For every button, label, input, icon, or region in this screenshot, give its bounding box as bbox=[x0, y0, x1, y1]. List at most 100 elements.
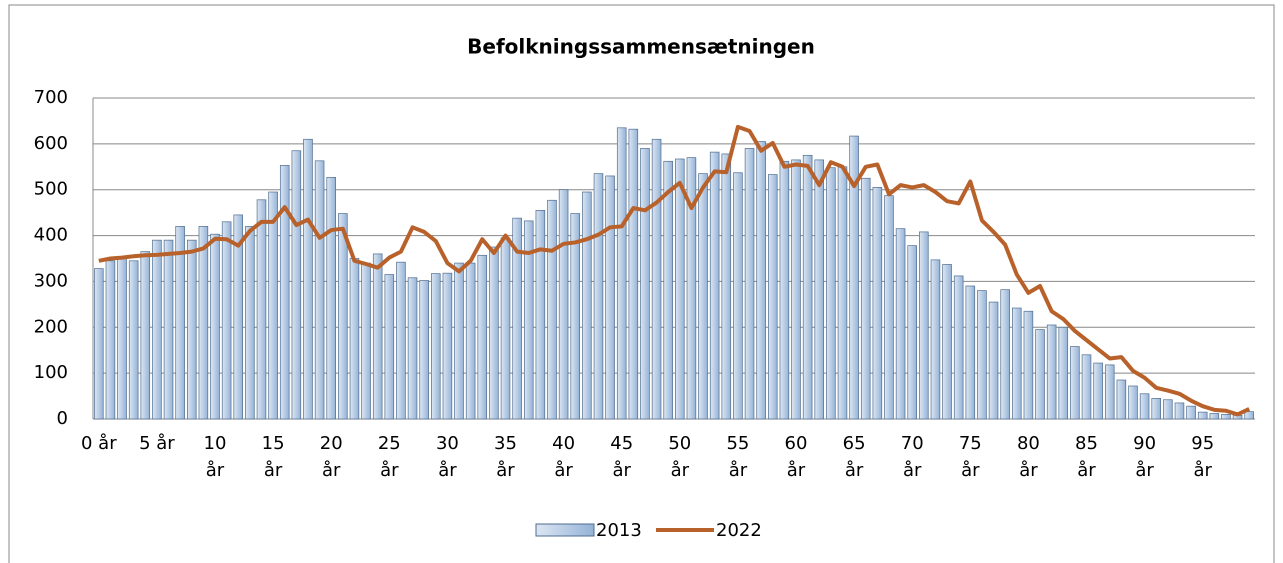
bar bbox=[965, 285, 976, 420]
x-tick-label: 90 år bbox=[1133, 433, 1157, 481]
x-tick-label: 80 år bbox=[1016, 433, 1040, 481]
bar bbox=[605, 175, 615, 420]
bar bbox=[988, 301, 999, 420]
bar bbox=[221, 221, 232, 420]
bar bbox=[372, 253, 383, 420]
bar bbox=[256, 199, 267, 420]
x-tick-label: 50 år bbox=[668, 433, 692, 481]
bar bbox=[175, 226, 185, 420]
x-tick-label: 85 år bbox=[1075, 433, 1098, 481]
bar bbox=[419, 280, 429, 420]
bar bbox=[361, 262, 371, 420]
bar bbox=[1197, 411, 1208, 420]
bar bbox=[791, 159, 801, 420]
x-tick-label: 5 år bbox=[139, 433, 175, 454]
bar bbox=[1186, 405, 1196, 420]
bar bbox=[1163, 399, 1173, 420]
bar bbox=[733, 172, 743, 420]
bar bbox=[744, 148, 755, 420]
bar bbox=[1116, 379, 1127, 420]
x-tick-label: 65 år bbox=[842, 433, 866, 481]
x-tick-label: 35 år bbox=[494, 433, 517, 481]
bar bbox=[407, 277, 418, 420]
bar bbox=[349, 258, 360, 420]
bar bbox=[756, 141, 766, 420]
bar bbox=[895, 228, 906, 420]
legend-label: 2013 bbox=[596, 520, 642, 541]
bar bbox=[860, 177, 871, 420]
bar bbox=[384, 274, 395, 420]
bar bbox=[523, 220, 534, 420]
bar bbox=[675, 158, 685, 420]
bar bbox=[326, 176, 336, 420]
bar bbox=[1012, 307, 1022, 420]
bar bbox=[593, 173, 604, 420]
y-tick-label: 300 bbox=[34, 270, 68, 291]
bar bbox=[1023, 310, 1034, 420]
bar bbox=[1081, 354, 1092, 420]
bar bbox=[547, 199, 557, 420]
bar bbox=[338, 213, 348, 420]
x-tick-label: 20 år bbox=[319, 433, 343, 481]
bar bbox=[152, 239, 162, 420]
bar bbox=[849, 135, 859, 420]
bar bbox=[1221, 414, 1231, 420]
bar bbox=[1151, 398, 1161, 420]
bar bbox=[1209, 413, 1220, 420]
bar bbox=[210, 233, 220, 420]
bar bbox=[1058, 326, 1069, 420]
bar bbox=[233, 214, 244, 420]
bar bbox=[663, 160, 673, 420]
x-tick-label: 75 år bbox=[958, 433, 982, 481]
bar bbox=[512, 217, 522, 420]
bar bbox=[558, 189, 569, 420]
x-tick-label: 70 år bbox=[900, 433, 924, 481]
bar bbox=[907, 245, 917, 420]
bar bbox=[779, 160, 790, 420]
bar bbox=[163, 239, 174, 420]
bar bbox=[698, 173, 708, 420]
bar bbox=[814, 159, 825, 420]
bar bbox=[1244, 411, 1254, 420]
bar bbox=[1093, 362, 1103, 420]
bar bbox=[117, 258, 127, 420]
chart-title: Befolkningssammensætningen bbox=[467, 35, 815, 59]
x-tick-label: 45 år bbox=[610, 433, 634, 481]
y-tick-label: 100 bbox=[34, 362, 68, 383]
bar bbox=[245, 226, 255, 420]
bar bbox=[198, 226, 209, 420]
y-tick-label: 600 bbox=[34, 133, 68, 154]
y-tick-label: 200 bbox=[34, 316, 68, 337]
x-tick-label: 15 år bbox=[261, 433, 285, 481]
bar bbox=[953, 275, 964, 420]
bar bbox=[1046, 324, 1057, 420]
bar bbox=[1174, 402, 1185, 420]
bar bbox=[768, 174, 778, 420]
bar bbox=[454, 262, 464, 420]
bar bbox=[291, 150, 302, 420]
bar bbox=[582, 191, 592, 420]
x-tick-label: 0 år bbox=[80, 433, 117, 454]
bar bbox=[140, 251, 151, 420]
bar bbox=[826, 167, 836, 420]
bar bbox=[465, 262, 476, 420]
y-tick-label: 500 bbox=[34, 179, 68, 200]
bar bbox=[640, 148, 650, 420]
bar bbox=[128, 260, 139, 420]
y-tick-label: 700 bbox=[34, 87, 68, 108]
bar bbox=[1139, 393, 1150, 420]
bar bbox=[977, 290, 987, 420]
bar bbox=[1035, 329, 1045, 420]
bar bbox=[872, 187, 883, 420]
legend-swatch bbox=[535, 523, 595, 537]
y-tick-label: 400 bbox=[34, 225, 68, 246]
bar bbox=[709, 151, 720, 420]
bar bbox=[442, 272, 453, 420]
x-tick-label: 10 år bbox=[203, 433, 227, 481]
bar bbox=[802, 154, 813, 420]
bar bbox=[919, 231, 929, 420]
x-tick-label: 25 år bbox=[377, 433, 401, 481]
bar bbox=[431, 273, 441, 420]
